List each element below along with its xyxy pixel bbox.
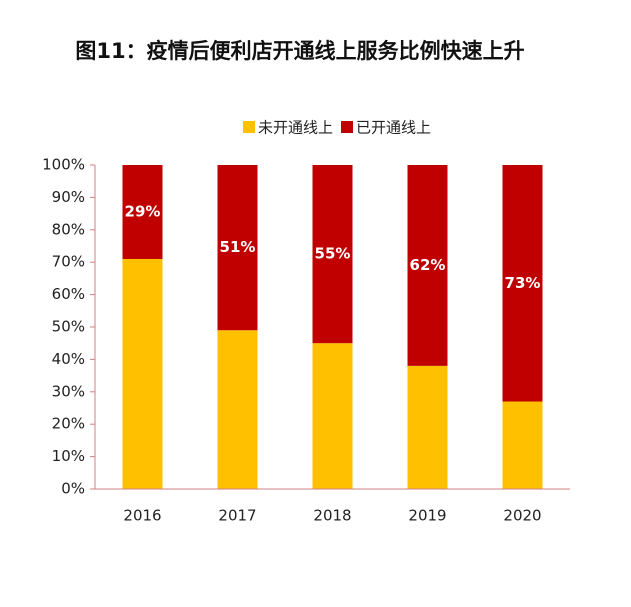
y-tick-label: 10% [52,447,85,465]
value-label: 51% [220,238,256,256]
y-tick-label: 100% [42,156,85,174]
legend-label: 未开通线上 [258,119,333,137]
y-tick-label: 40% [52,350,85,368]
y-tick-label: 50% [52,318,85,336]
x-tick-label: 2016 [123,507,161,525]
legend-swatch [243,121,255,133]
y-tick-label: 90% [52,188,85,206]
bar-segment [217,330,258,489]
x-tick-label: 2020 [503,507,541,525]
y-tick-label: 80% [52,220,85,238]
x-tick-label: 2018 [313,507,351,525]
bar-segment [502,401,543,489]
bar-segment [502,165,543,402]
y-tick-label: 30% [52,382,85,400]
value-label: 62% [410,256,446,274]
value-label: 73% [505,274,541,292]
bar-segment [312,165,353,344]
value-label: 29% [125,202,161,220]
bar-segment [312,343,353,489]
legend-label: 已开通线上 [356,119,431,137]
y-tick-label: 0% [61,480,85,498]
y-tick-label: 60% [52,285,85,303]
chart-title: 图11：疫情后便利店开通线上服务比例快速上升 [75,39,524,63]
bar-segment [217,165,258,331]
y-tick-label: 70% [52,253,85,271]
bar-segment [122,165,163,259]
legend-swatch [341,121,354,133]
bar-segment [407,165,448,366]
bar-segment [122,258,163,489]
y-tick-label: 20% [52,415,85,433]
value-label: 55% [315,245,351,263]
bar-segment [407,365,448,489]
x-tick-label: 2019 [408,507,446,525]
x-tick-label: 2017 [218,507,256,525]
